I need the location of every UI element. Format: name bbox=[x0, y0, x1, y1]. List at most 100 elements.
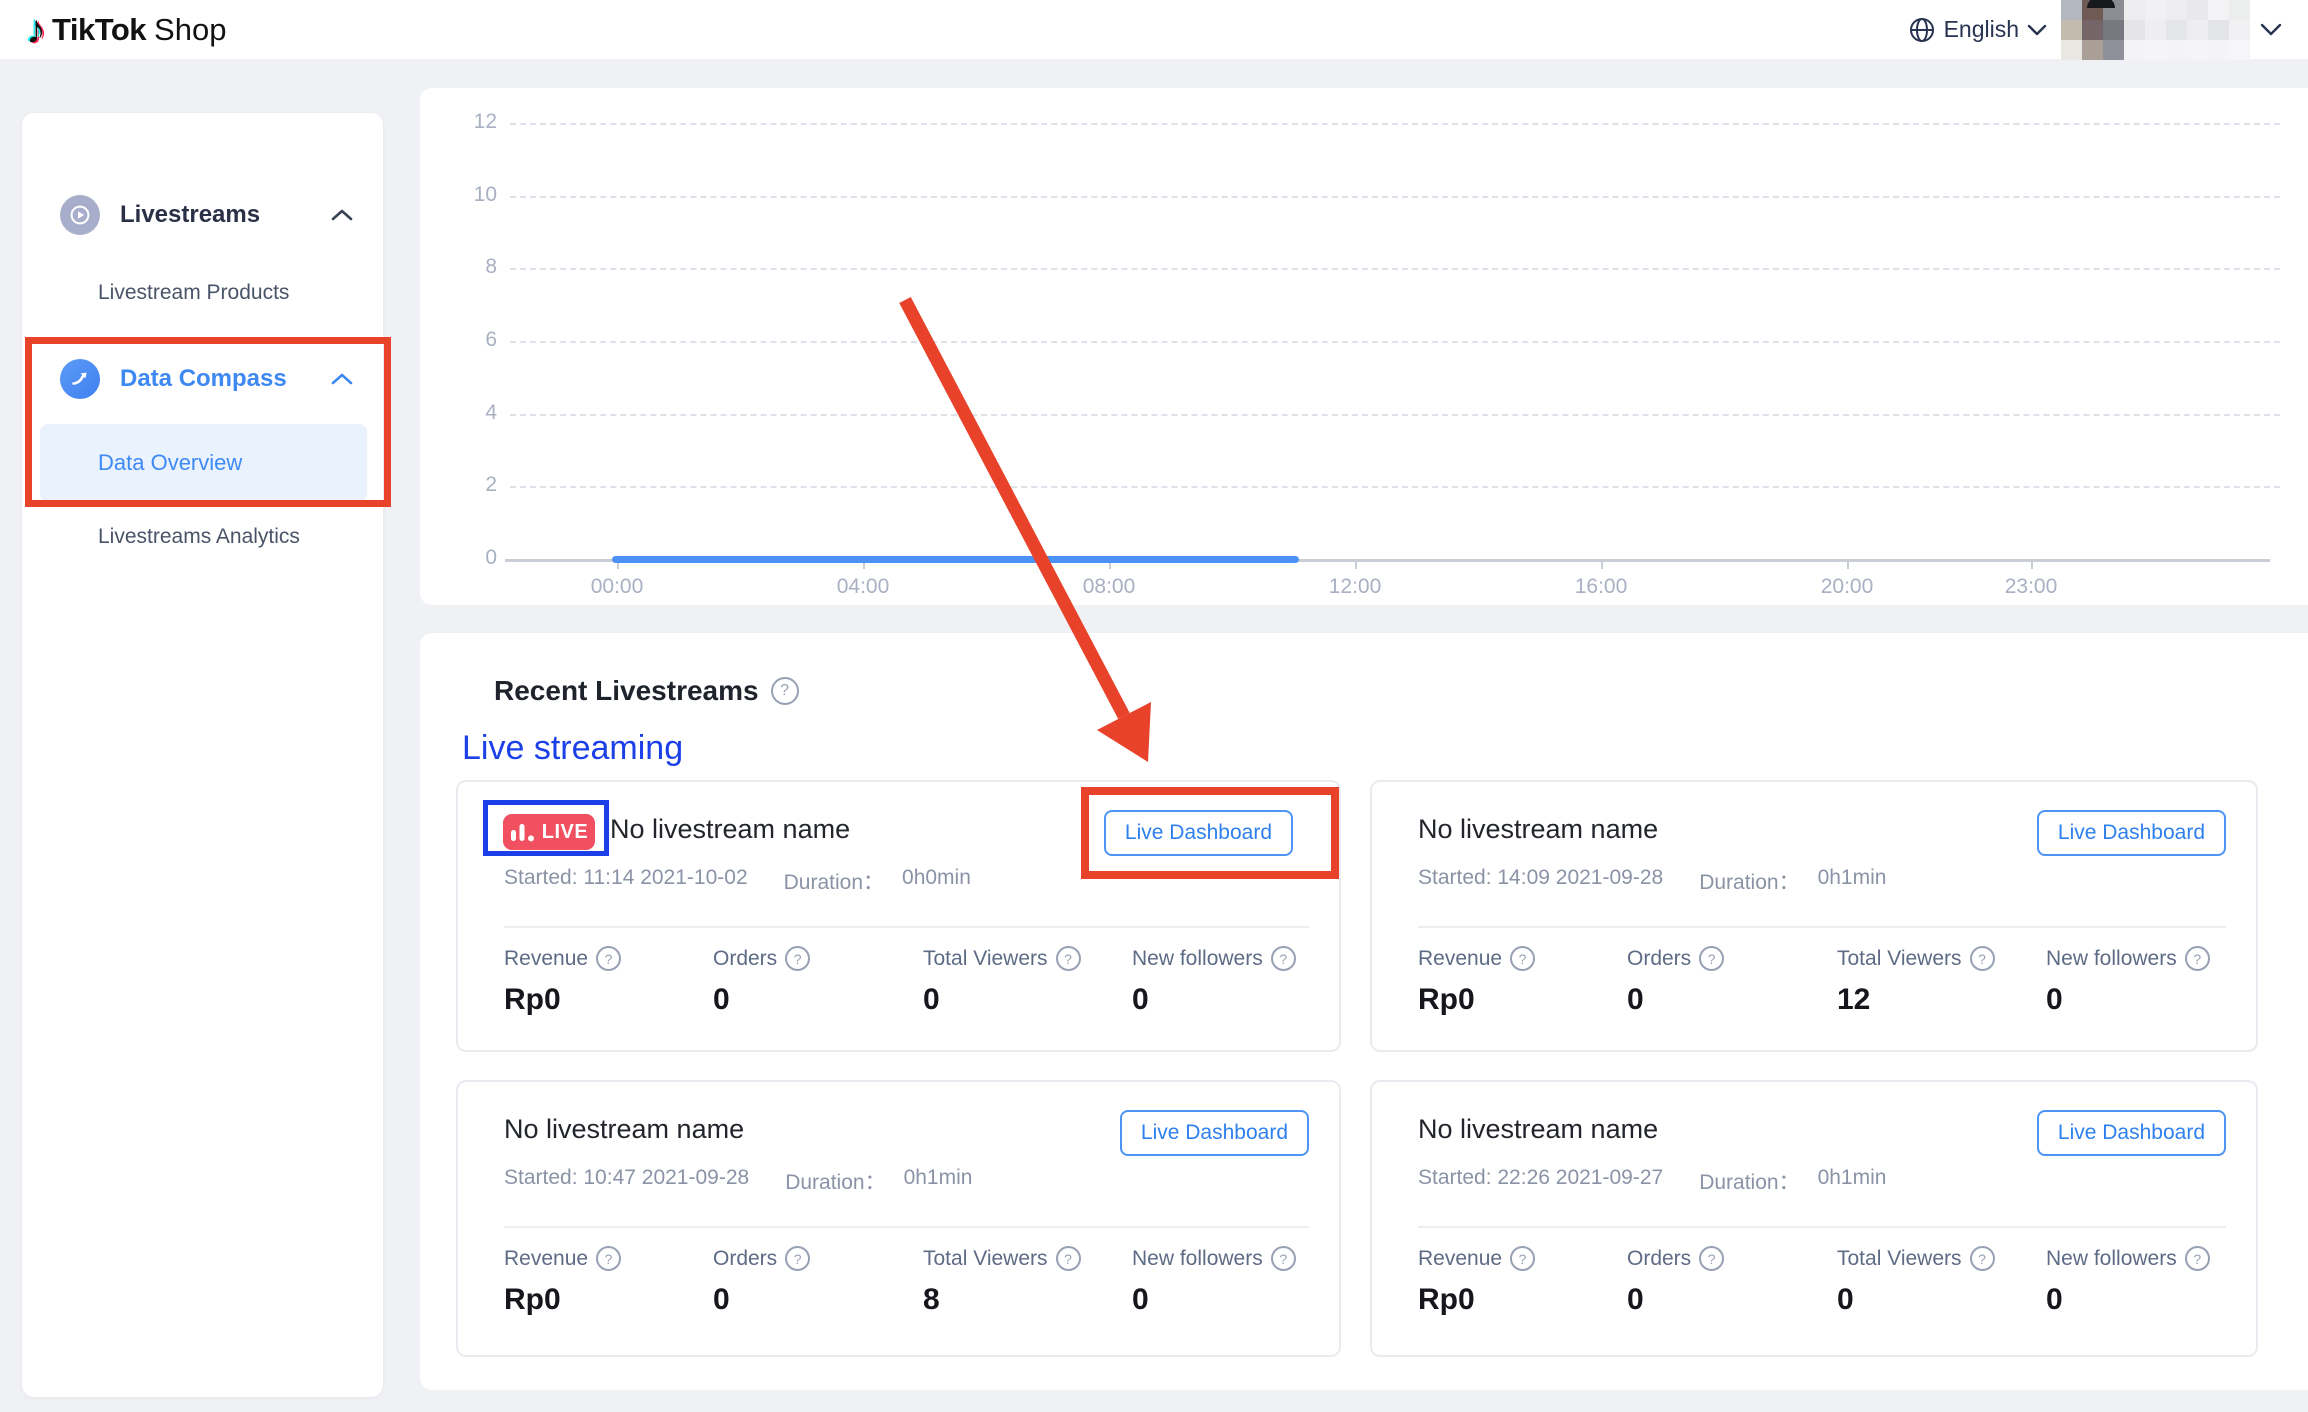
help-icon[interactable]: ? bbox=[1699, 946, 1725, 971]
line-series-flat-zero bbox=[612, 556, 1299, 563]
stat-label: Revenue bbox=[504, 946, 589, 970]
duration-label: Duration： bbox=[783, 871, 885, 894]
stat-total-viewers: Total Viewers? 8 bbox=[923, 1246, 1132, 1317]
sidebar-item-livestreams[interactable]: Livestreams bbox=[60, 193, 353, 237]
gridline-8 bbox=[510, 268, 2280, 270]
avatar-blurred bbox=[2061, 0, 2250, 60]
logo-product-text: Shop bbox=[154, 11, 227, 47]
card-divider bbox=[1418, 1226, 2226, 1228]
live-dashboard-button[interactable]: Live Dashboard bbox=[2036, 810, 2226, 856]
help-icon[interactable]: ? bbox=[1699, 1246, 1725, 1271]
started-text: Started: 14:09 2021-09-28 bbox=[1418, 866, 1664, 889]
stat-value: 0 bbox=[713, 983, 730, 1016]
live-badge-label: LIVE bbox=[541, 820, 589, 843]
help-icon[interactable]: ? bbox=[785, 1246, 811, 1271]
started-text: Started: 10:47 2021-09-28 bbox=[504, 1166, 750, 1189]
stat-value: 0 bbox=[1132, 983, 1149, 1016]
started-text: Started: 11:14 2021-10-02 bbox=[504, 866, 748, 889]
gridline-12 bbox=[510, 123, 2280, 125]
livestream-title: No livestream name bbox=[610, 814, 851, 844]
stat-value: 0 bbox=[1627, 983, 1644, 1016]
stat-value: 8 bbox=[923, 1283, 940, 1316]
globe-icon bbox=[1909, 17, 1934, 42]
stat-value: 12 bbox=[1837, 983, 1871, 1016]
help-icon[interactable]: ? bbox=[1969, 1246, 1995, 1271]
help-icon[interactable]: ? bbox=[1510, 946, 1536, 971]
livestream-meta: Started: 10:47 2021-09-28 Duration： 0h1m… bbox=[504, 1166, 972, 1196]
stat-revenue: Revenue? Rp0 bbox=[1418, 1246, 1627, 1317]
help-icon[interactable]: ? bbox=[2184, 946, 2210, 971]
stats-row: Revenue? Rp0 Orders? 0 Total Viewers? 0 … bbox=[504, 946, 1319, 1017]
stat-value: Rp0 bbox=[504, 983, 561, 1016]
livestream-card: No livestream name Started: 14:09 2021-0… bbox=[1370, 780, 2258, 1052]
help-icon[interactable]: ? bbox=[785, 946, 811, 971]
live-dashboard-button[interactable]: Live Dashboard bbox=[1119, 1110, 1309, 1156]
sidebar-item-data-overview[interactable]: Data Overview bbox=[40, 424, 367, 502]
sidebar-item-data-compass[interactable]: Data Compass bbox=[60, 357, 353, 401]
help-icon[interactable]: ? bbox=[1270, 1246, 1296, 1271]
live-dashboard-button[interactable]: Live Dashboard bbox=[1103, 810, 1293, 856]
chevron-down-icon bbox=[2260, 23, 2282, 36]
help-icon[interactable]: ? bbox=[1055, 1246, 1081, 1271]
y-tick-label: 4 bbox=[485, 401, 497, 424]
recent-livestreams-section: Recent Livestreams ? Live streaming LIVE… bbox=[420, 633, 2308, 1390]
account-menu[interactable] bbox=[2061, 0, 2282, 60]
x-tick bbox=[1601, 560, 1603, 569]
y-tick-label: 12 bbox=[473, 110, 497, 133]
help-icon[interactable]: ? bbox=[596, 1246, 622, 1271]
live-bars-icon bbox=[510, 823, 534, 841]
stat-label: Total Viewers bbox=[1837, 946, 1962, 970]
stat-orders: Orders? 0 bbox=[713, 946, 923, 1017]
top-header: ♪ TikTok Shop English bbox=[0, 0, 2308, 60]
help-icon[interactable]: ? bbox=[1969, 946, 1995, 971]
stat-label: New followers bbox=[1132, 1246, 1263, 1270]
x-tick-label: 20:00 bbox=[1820, 575, 1874, 598]
stat-label: Revenue bbox=[1418, 1246, 1503, 1270]
x-tick bbox=[617, 560, 619, 569]
started-text: Started: 22:26 2021-09-27 bbox=[1418, 1166, 1664, 1189]
x-tick bbox=[1847, 560, 1849, 569]
help-icon[interactable]: ? bbox=[770, 677, 799, 705]
x-tick-label: 00:00 bbox=[590, 575, 644, 598]
help-icon[interactable]: ? bbox=[2184, 1246, 2210, 1271]
livestream-meta: Started: 11:14 2021-10-02 Duration： 0h0m… bbox=[504, 866, 971, 896]
chevron-up-icon bbox=[331, 209, 353, 221]
duration-value: 0h1min bbox=[1817, 1166, 1887, 1189]
section-title-row: Recent Livestreams ? bbox=[494, 675, 799, 707]
section-title: Recent Livestreams bbox=[494, 675, 759, 706]
stat-value: Rp0 bbox=[1418, 1283, 1475, 1316]
sidebar: Livestreams Livestream Products Data Com… bbox=[22, 113, 383, 1397]
header-right-group: English bbox=[1908, 0, 2282, 60]
live-dashboard-button[interactable]: Live Dashboard bbox=[2036, 1110, 2226, 1156]
help-icon[interactable]: ? bbox=[596, 946, 622, 971]
duration-label: Duration： bbox=[785, 1171, 886, 1194]
help-icon[interactable]: ? bbox=[1270, 946, 1296, 971]
play-circle-icon bbox=[60, 195, 100, 235]
language-selector[interactable]: English bbox=[1908, 16, 2047, 44]
logo-brand-text: TikTok bbox=[52, 11, 147, 47]
stat-label: Total Viewers bbox=[1837, 1246, 1962, 1270]
stat-orders: Orders? 0 bbox=[1627, 1246, 1837, 1317]
stat-value: 0 bbox=[1132, 1283, 1149, 1316]
card-divider bbox=[1418, 926, 2226, 928]
gridline-2 bbox=[510, 486, 2280, 488]
stat-label: Orders bbox=[1627, 1246, 1692, 1270]
sidebar-item-livestream-products[interactable]: Livestream Products bbox=[98, 281, 290, 304]
help-icon[interactable]: ? bbox=[1510, 1246, 1536, 1271]
stat-total-viewers: Total Viewers? 0 bbox=[1837, 1246, 2046, 1317]
x-tick bbox=[863, 560, 865, 569]
sidebar-item-label: Data Compass bbox=[120, 365, 287, 392]
x-tick-label: 12:00 bbox=[1328, 575, 1382, 598]
chevron-down-icon bbox=[2027, 24, 2047, 35]
tiktok-shop-logo[interactable]: ♪ TikTok Shop bbox=[26, 10, 226, 50]
help-icon[interactable]: ? bbox=[1055, 946, 1081, 971]
stat-value: Rp0 bbox=[1418, 983, 1475, 1016]
y-tick-label: 10 bbox=[473, 183, 497, 206]
sidebar-item-livestreams-analytics[interactable]: Livestreams Analytics bbox=[98, 525, 300, 548]
live-badge: LIVE bbox=[503, 814, 595, 850]
stat-value: 0 bbox=[713, 1283, 730, 1316]
livestream-meta: Started: 14:09 2021-09-28 Duration： 0h1m… bbox=[1418, 866, 1886, 896]
stat-value: 0 bbox=[2046, 1283, 2063, 1316]
card-divider bbox=[504, 926, 1309, 928]
